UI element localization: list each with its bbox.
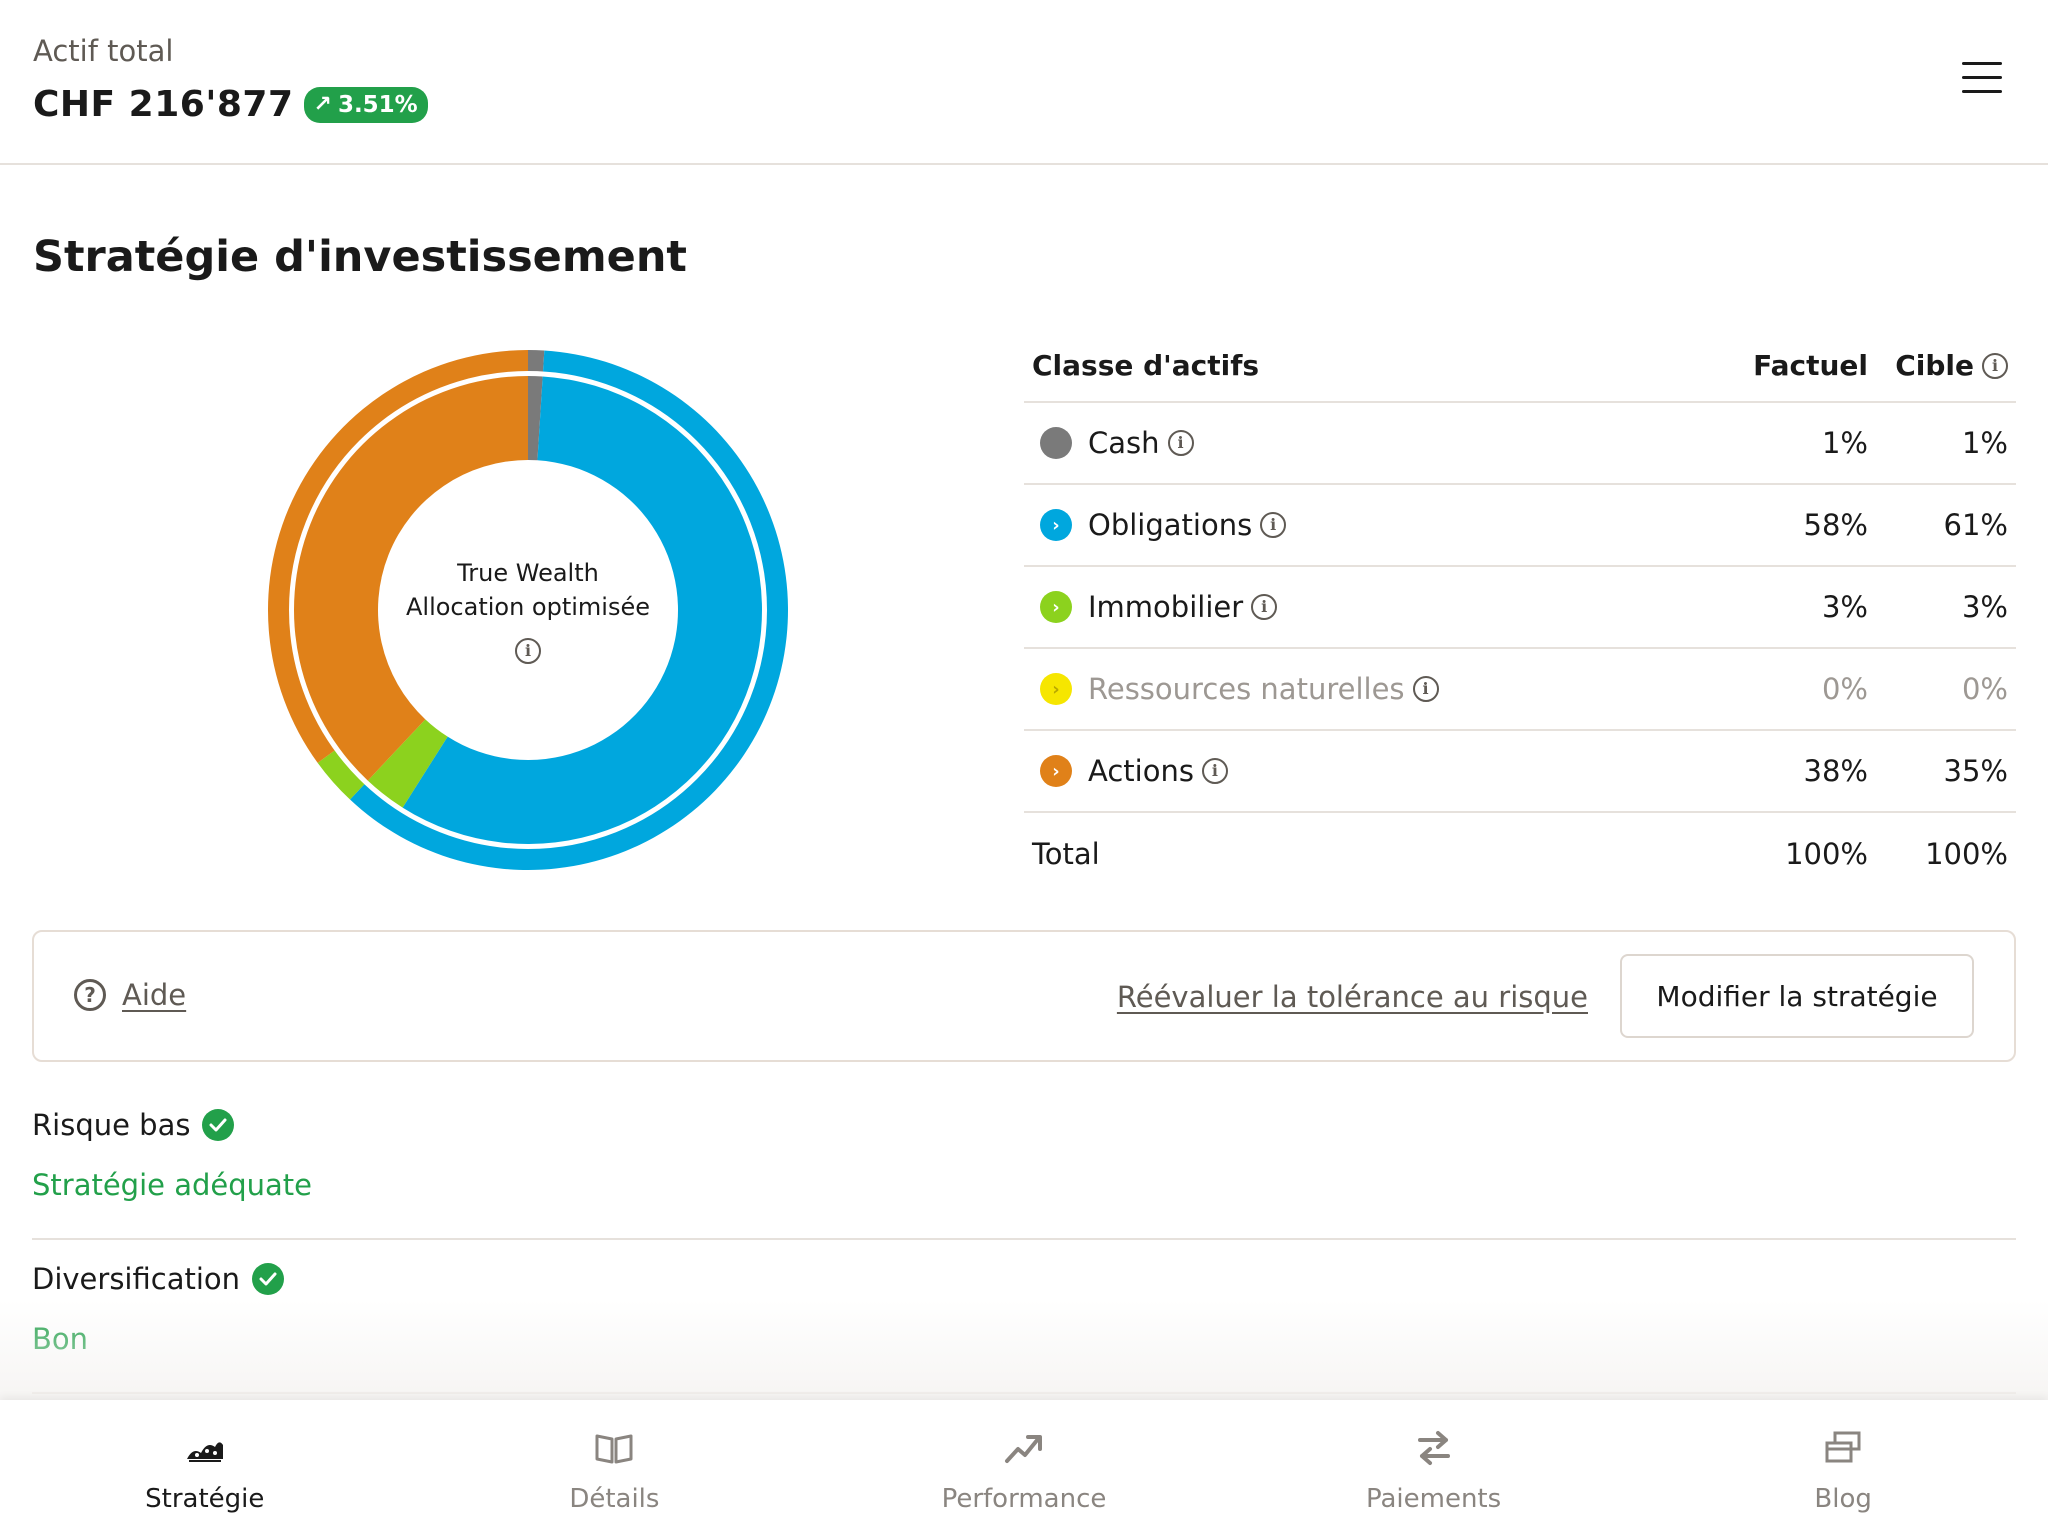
blog-icon [1821,1426,1865,1470]
header-factual: Factuel [1753,349,1868,382]
diversification-assessment: Diversification Bon [32,1262,2016,1356]
header-target-label: Cible [1895,349,1974,382]
nav-label: Stratégie [145,1484,265,1514]
chevron-right-icon[interactable]: › [1040,673,1072,705]
total-target: 100% [1925,837,2008,871]
factual-slice-cash [528,376,543,461]
help-link[interactable]: ? Aide [74,978,186,1012]
bottom-navigation: Stratégie Détails Performance Paiements [0,1400,2048,1538]
help-link-label[interactable]: Aide [122,978,187,1012]
row-target: 61% [1943,508,2008,542]
target-slice-cash [528,350,545,373]
info-icon[interactable]: i [1167,430,1194,456]
book-icon [592,1426,636,1470]
factual-slice-immobilier [367,719,448,808]
table-row: › Ressources naturelles i 0% 0% [1024,649,2016,731]
allocation-donut-chart: True Wealth Allocation optimisée i [268,350,788,870]
factual-slice-actions [294,376,528,781]
donut-svg [268,350,788,870]
row-factual: 3% [1821,590,1868,624]
info-icon[interactable]: i [1201,758,1228,784]
row-label: Cash [1088,426,1160,460]
row-factual: 1% [1821,426,1868,460]
strategy-actions-panel: ? Aide Réévaluer la tolérance au risque … [32,930,2016,1062]
row-factual: 0% [1821,672,1868,706]
modify-strategy-button[interactable]: Modifier la stratégie [1620,954,1974,1038]
row-label: Obligations [1088,508,1253,542]
question-icon: ? [74,979,106,1011]
info-icon[interactable]: i [1251,594,1278,620]
nav-label: Détails [569,1484,660,1514]
info-icon[interactable]: i [1412,676,1439,702]
chevron-right-icon[interactable]: › [1040,755,1072,787]
row-label: Ressources naturelles [1088,672,1405,706]
row-label: Immobilier [1088,590,1244,624]
assessment-status: Stratégie adéquate [32,1168,313,1202]
transfer-icon [1412,1426,1456,1470]
chevron-right-icon[interactable]: › [1040,509,1072,541]
factual-slice-obligations [402,376,762,844]
total-assets-row: CHF 216'877 ↗ 3.51% [33,84,428,125]
total-label: Total [1032,837,1100,871]
assessment-status: Bon [32,1322,89,1356]
nav-item-strategy[interactable]: Stratégie [0,1400,410,1538]
target-slice-immobilier [317,749,366,800]
total-assets-value: CHF 216'877 [33,84,294,125]
hamburger-menu-icon[interactable] [1962,62,2004,98]
nav-item-payments[interactable]: Paiements [1229,1400,1639,1538]
reassess-risk-link[interactable]: Réévaluer la tolérance au risque [1116,980,1588,1014]
page-title: Stratégie d'investissement [33,232,687,282]
divider [32,1238,2016,1240]
check-circle-icon [202,1109,235,1141]
row-label: Actions [1088,754,1194,788]
nav-label: Performance [941,1484,1107,1514]
nav-item-details[interactable]: Détails [410,1400,820,1538]
allocation-table: Classe d'actifs Factuel Cible i Cash i 1… [1024,330,2016,895]
divider [32,1392,2016,1394]
performance-badge: ↗ 3.51% [303,86,428,123]
table-row: › Immobilier i 3% 3% [1024,567,2016,649]
trend-up-icon [1002,1426,1046,1470]
target-slice-obligations [350,350,788,870]
target-slice-actions [268,350,528,763]
row-target: 0% [1961,672,2008,706]
total-assets-label: Actif total [33,34,174,68]
table-row: › Obligations i 58% 61% [1024,485,2016,567]
header-target: Cible i [1868,349,2008,382]
info-icon[interactable]: i [1982,352,2008,379]
nav-item-blog[interactable]: Blog [1638,1400,2048,1538]
chevron-right-icon[interactable]: › [1040,591,1072,623]
info-icon[interactable]: i [1260,512,1287,538]
header-asset-class: Classe d'actifs [1032,349,1260,382]
info-icon[interactable]: i [515,638,541,664]
ring-separator [289,371,767,849]
table-total-row: Total 100% 100% [1024,813,2016,895]
total-factual: 100% [1785,837,1868,871]
app-header: Actif total CHF 216'877 ↗ 3.51% [0,0,2048,165]
performance-value: 3.51% [337,91,418,118]
table-header: Classe d'actifs Factuel Cible i [1024,330,2016,403]
arrow-up-right-icon: ↗ [313,92,332,117]
row-target: 1% [1961,426,2008,460]
nav-label: Blog [1814,1484,1872,1514]
row-factual: 58% [1803,508,1868,542]
table-row: › Actions i 38% 35% [1024,731,2016,813]
row-factual: 38% [1803,754,1868,788]
strategy-icon [183,1426,227,1470]
assessment-title: Risque bas [32,1108,191,1142]
row-target: 3% [1961,590,2008,624]
risk-assessment: Risque bas Stratégie adéquate [32,1108,2016,1202]
nav-item-performance[interactable]: Performance [819,1400,1229,1538]
nav-label: Paiements [1365,1484,1502,1514]
row-target: 35% [1943,754,2008,788]
cash-dot-icon [1040,427,1072,459]
assessment-title: Diversification [32,1262,241,1296]
table-row: Cash i 1% 1% [1024,403,2016,485]
check-circle-icon [252,1263,285,1295]
